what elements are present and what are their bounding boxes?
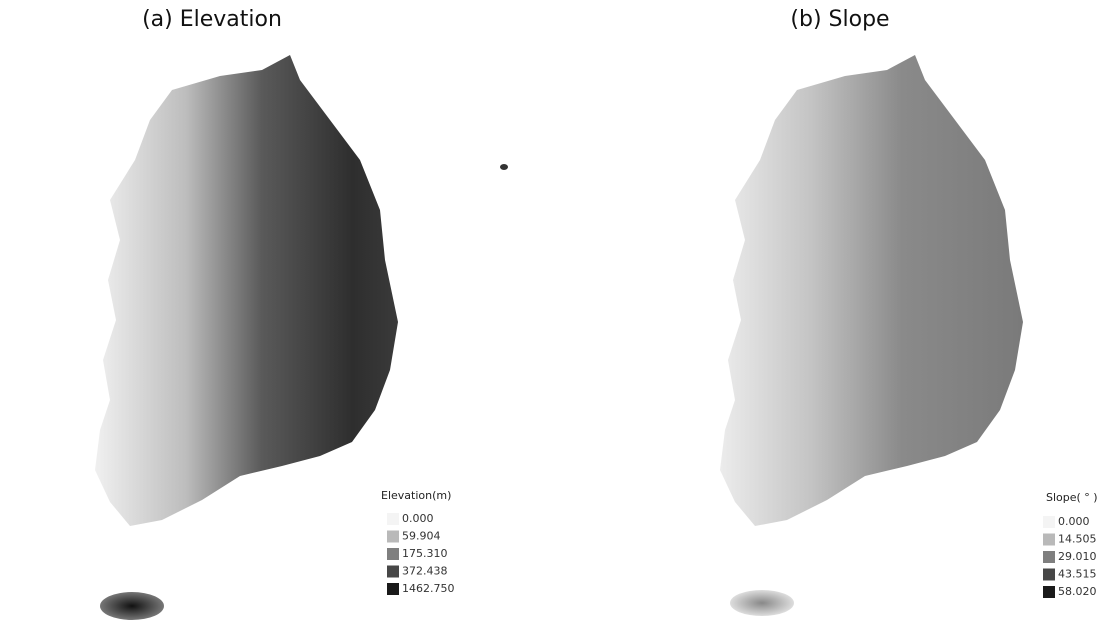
legend-swatch: [1043, 534, 1055, 546]
legend-label: 29.010: [1058, 550, 1097, 563]
legend-swatch: [387, 583, 399, 595]
legend-title: Slope( ° ): [1046, 491, 1098, 504]
panel-title: (a) Elevation: [142, 7, 282, 32]
legend-swatch: [387, 548, 399, 560]
legend-swatch: [1043, 516, 1055, 528]
elevation-map: [95, 55, 508, 620]
legend-label: 14.505: [1058, 533, 1097, 546]
panel-title: (b) Slope: [790, 7, 889, 32]
legend-title: Elevation(m): [381, 489, 451, 502]
legend-swatch: [1043, 586, 1055, 598]
legend-label: 0.000: [402, 512, 434, 525]
legend-swatch: [1043, 551, 1055, 563]
legend-label: 59.904: [402, 530, 441, 543]
legend-swatch: [387, 531, 399, 543]
legend-label: 372.438: [402, 565, 448, 578]
figure: (a) Elevation Elevation(m) 0.000 59.904 175.…: [0, 0, 1108, 627]
legend-label: 43.515: [1058, 568, 1097, 581]
slope-map: [720, 55, 1023, 616]
legend-swatch: [387, 566, 399, 578]
legend-label: 1462.750: [402, 582, 455, 595]
legend-label: 175.310: [402, 547, 448, 560]
legend-label: 58.020: [1058, 585, 1097, 598]
legend-swatch: [1043, 569, 1055, 581]
legend-swatch: [387, 513, 399, 525]
legend-label: 0.000: [1058, 515, 1090, 528]
